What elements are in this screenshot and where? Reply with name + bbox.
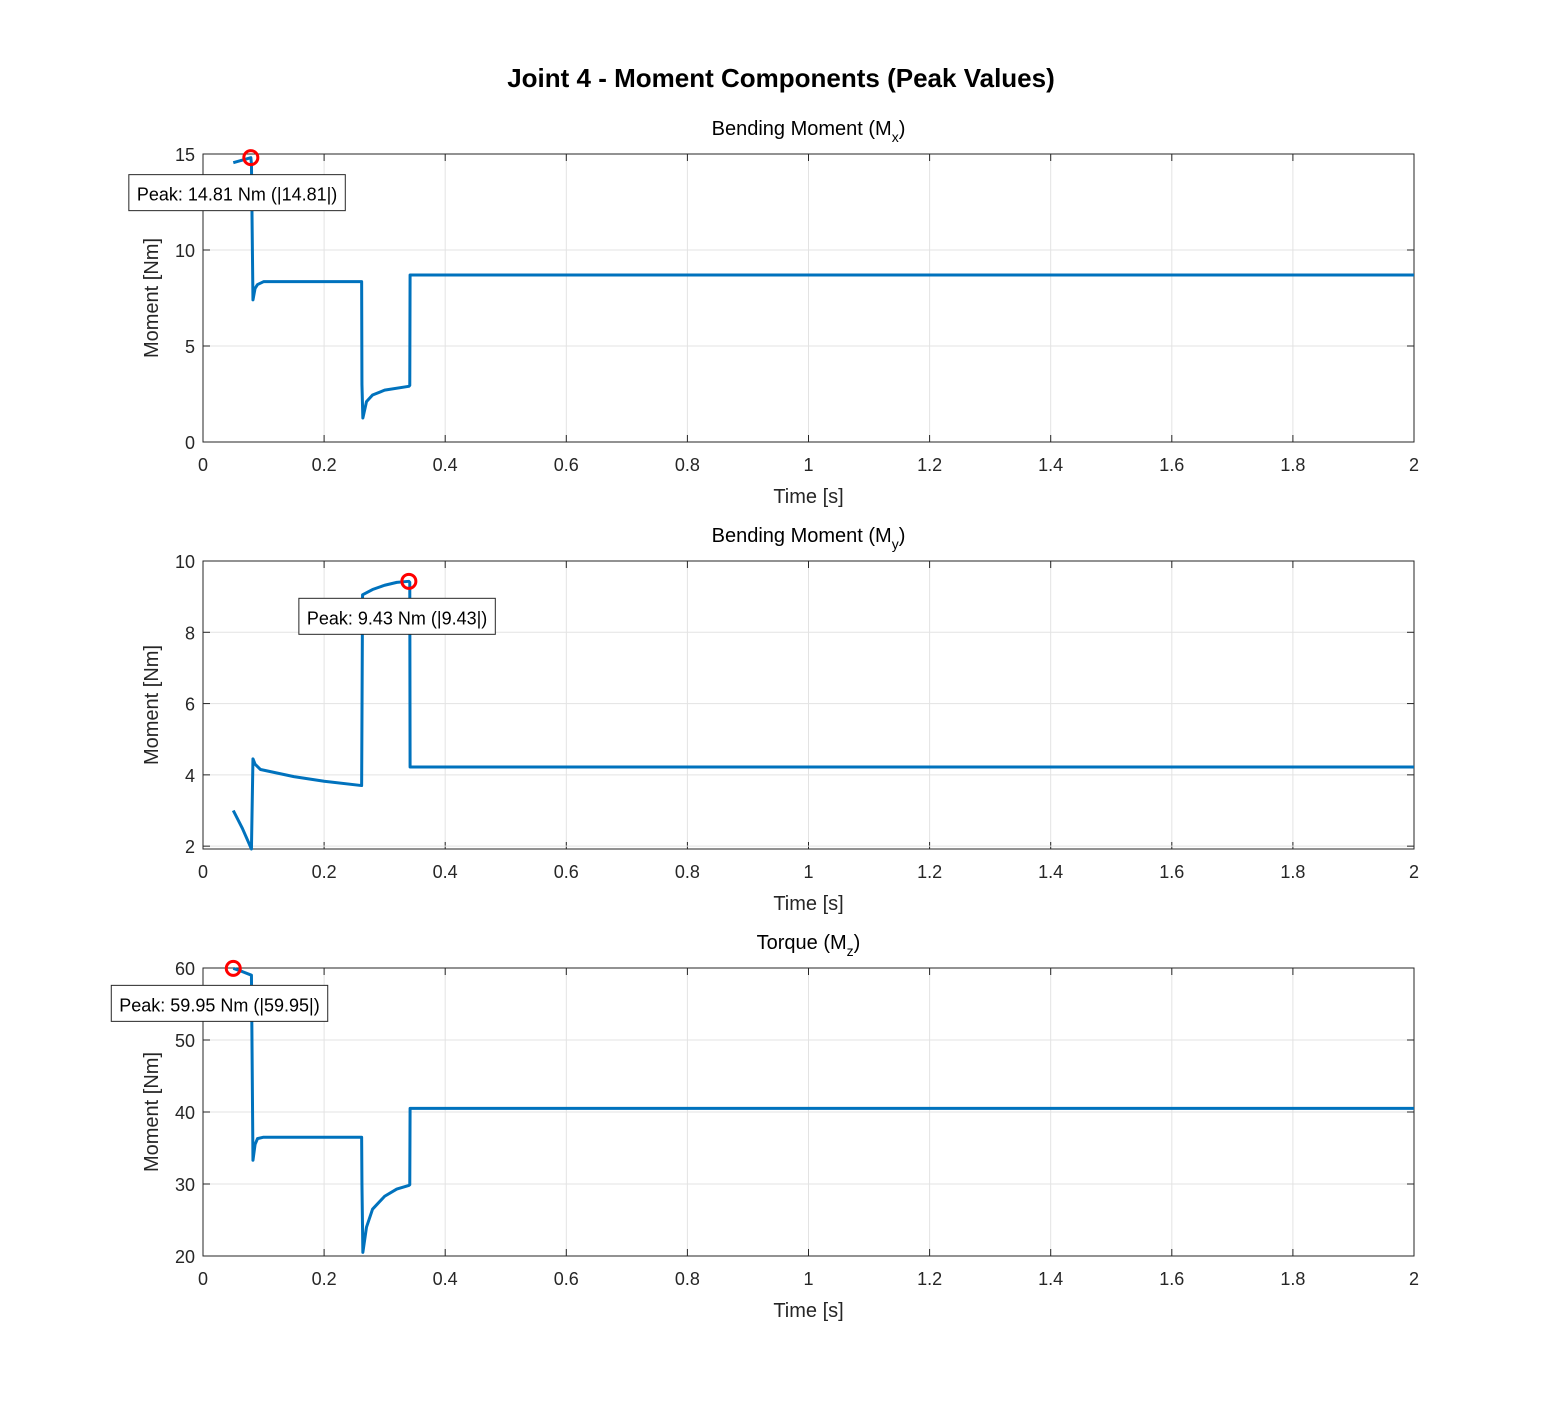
subplot-1: 0 0.2 0.4 0.6 0.8 1 1.2 1.4 1.6 1.8 2 0 5 10 15 Peak: 1… — [128, 118, 1419, 508]
x-tick-label: 1 — [803, 862, 813, 882]
y-tick-label: 60 — [175, 959, 195, 979]
y-tick-label: 2 — [185, 837, 195, 857]
x-tick-label: 2 — [1409, 1269, 1419, 1289]
x-tick-label: 2 — [1409, 455, 1419, 475]
x-tick-label: 1 — [803, 1269, 813, 1289]
x-tick-label: 1.2 — [917, 455, 942, 475]
peak-marker — [400, 572, 418, 590]
x-tick-label: 0 — [198, 1269, 208, 1289]
x-tick-label: 0.4 — [433, 862, 458, 882]
axes-box — [202, 967, 1415, 1257]
x-tick-label: 0.4 — [433, 455, 458, 475]
x-tick-label: 0.2 — [312, 455, 337, 475]
y-tick-label: 40 — [175, 1103, 195, 1123]
x-tick-label: 0.2 — [312, 862, 337, 882]
y-axis-label: Moment [Nm] — [141, 238, 163, 358]
peak-marker — [224, 959, 242, 977]
y-axis-label: Moment [Nm] — [141, 645, 163, 765]
x-axis-label: Time [s] — [773, 893, 843, 915]
x-tick-label: 0 — [198, 455, 208, 475]
x-tick-label: 0.8 — [675, 862, 700, 882]
y-tick-label: 10 — [175, 552, 195, 572]
x-tick-label: 0.6 — [554, 1269, 579, 1289]
series-line-Mx — [232, 156, 1414, 420]
x-tick-label: 1 — [803, 455, 813, 475]
x-tick-label: 1.4 — [1038, 455, 1063, 475]
y-tick-label: 10 — [175, 241, 195, 261]
peak-label-box — [110, 984, 329, 1022]
x-tick-label: 1.2 — [917, 1269, 942, 1289]
x-tick-label: 1.6 — [1159, 1269, 1184, 1289]
subplot-title: Bending Moment (My) — [712, 525, 906, 552]
peak-label: Peak: 9.43 Nm (|9.43|) — [307, 608, 487, 628]
y-tick-label: 50 — [175, 1031, 195, 1051]
x-tick-label: 1.8 — [1280, 1269, 1305, 1289]
x-axis-label: Time [s] — [773, 1300, 843, 1322]
peak-marker — [242, 149, 260, 167]
y-tick-label: 8 — [185, 623, 195, 643]
y-tick-label: 30 — [175, 1175, 195, 1195]
x-axis-label: Time [s] — [773, 486, 843, 508]
subplot-2: 0 0.2 0.4 0.6 0.8 1 1.2 1.4 1.6 1.8 2 2 4 6 8 10 Peak: 9… — [141, 525, 1419, 915]
x-tick-label: 1.6 — [1159, 455, 1184, 475]
y-axis-label: Moment [Nm] — [141, 1052, 163, 1172]
axes-box — [202, 560, 1415, 850]
peak-label-box — [298, 597, 496, 635]
peak-label: Peak: 59.95 Nm (|59.95|) — [119, 995, 319, 1015]
y-tick-label: 5 — [185, 337, 195, 357]
x-tick-label: 1.8 — [1280, 862, 1305, 882]
series-line-Mz — [232, 966, 1414, 1254]
y-tick-label: 20 — [175, 1247, 195, 1267]
x-tick-label: 1.6 — [1159, 862, 1184, 882]
series-line-My — [231, 579, 1414, 851]
x-tick-label: 1.8 — [1280, 455, 1305, 475]
subplot-3: 0 0.2 0.4 0.6 0.8 1 1.2 1.4 1.6 1.8 2 20 30 40 50 60 Pea… — [110, 932, 1419, 1322]
subplot-title: Bending Moment (Mx) — [712, 118, 906, 145]
y-tick-label: 0 — [185, 433, 195, 453]
x-tick-label: 2 — [1409, 862, 1419, 882]
x-tick-label: 1.2 — [917, 862, 942, 882]
figure-title: Joint 4 - Moment Components (Peak Values… — [507, 63, 1055, 93]
x-tick-label: 0.6 — [554, 455, 579, 475]
x-tick-label: 0.8 — [675, 1269, 700, 1289]
subplot-title: Torque (Mz) — [757, 932, 861, 959]
x-tick-label: 1.4 — [1038, 862, 1063, 882]
x-tick-label: 1.4 — [1038, 1269, 1063, 1289]
axes-box — [202, 153, 1415, 443]
x-tick-label: 0.6 — [554, 862, 579, 882]
x-tick-label: 0 — [198, 862, 208, 882]
y-tick-label: 6 — [185, 695, 195, 715]
peak-label: Peak: 14.81 Nm (|14.81|) — [137, 185, 337, 205]
y-tick-label: 4 — [185, 766, 195, 786]
x-tick-label: 0.2 — [312, 1269, 337, 1289]
peak-label-box — [128, 174, 346, 212]
x-tick-label: 0.4 — [433, 1269, 458, 1289]
x-tick-label: 0.8 — [675, 455, 700, 475]
y-tick-label: 15 — [175, 145, 195, 165]
